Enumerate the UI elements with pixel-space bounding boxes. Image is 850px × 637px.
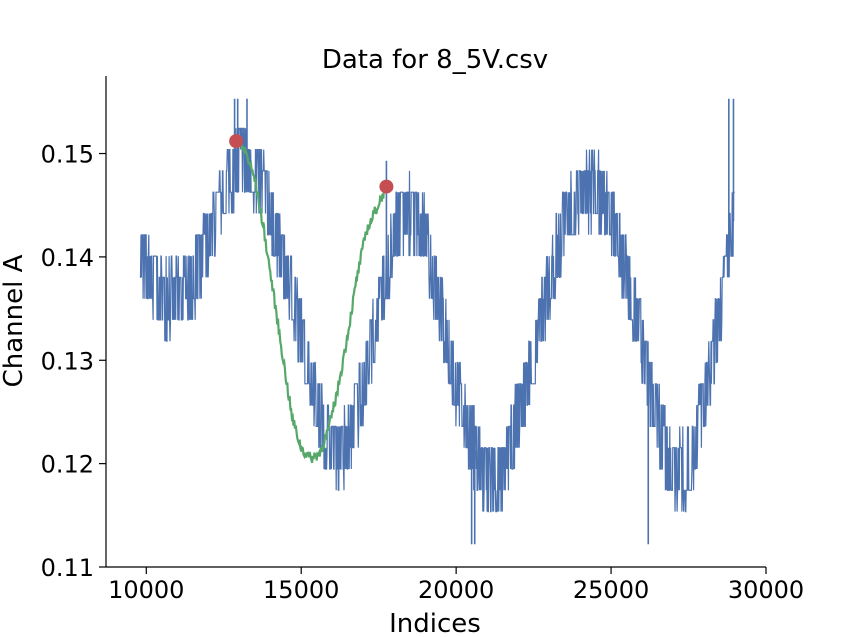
x-tick-label: 20000	[418, 576, 494, 604]
x-tick-label: 15000	[263, 576, 339, 604]
marker-point	[229, 134, 244, 149]
y-tick-label: 0.14	[41, 244, 94, 272]
y-axis-ticks: 0.11 0.12 0.13 0.14 0.15	[41, 141, 106, 582]
y-tick-label: 0.13	[41, 347, 94, 375]
series-fit-line	[235, 137, 386, 464]
plot-area	[139, 98, 735, 545]
x-tick-label: 25000	[573, 576, 649, 604]
x-tick-label: 10000	[108, 576, 184, 604]
x-tick-label: 30000	[728, 576, 804, 604]
chart-title: Data for 8_5V.csv	[322, 45, 548, 75]
x-axis-label: Indices	[389, 609, 481, 637]
y-axis-label: Channel A	[0, 254, 29, 387]
y-tick-label: 0.12	[41, 451, 94, 479]
x-axis-ticks: 10000 15000 20000 25000 30000	[108, 567, 804, 604]
series-band-line	[139, 127, 735, 513]
marker-point	[379, 179, 394, 194]
y-tick-label: 0.11	[41, 554, 94, 582]
y-tick-label: 0.15	[41, 141, 94, 169]
